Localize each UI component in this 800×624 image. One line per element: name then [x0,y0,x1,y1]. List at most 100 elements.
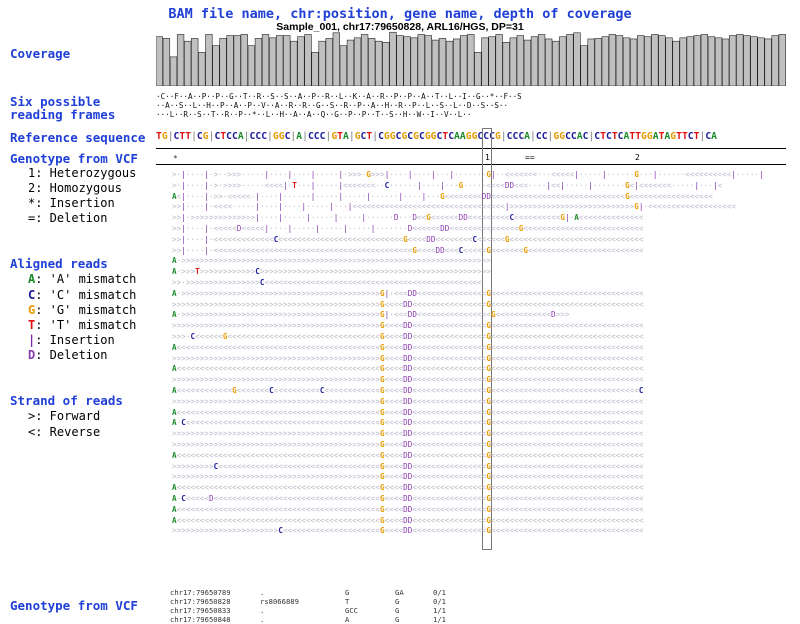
read-mismatch: C [181,418,186,428]
coverage-bar [346,39,355,86]
reference-base: T [635,131,642,142]
read-mismatch: A [574,213,579,223]
coverage-bar [523,39,532,86]
coverage-bar [764,38,772,86]
read-mismatch: D [403,461,408,471]
reference-base: G [389,131,396,142]
read-mismatch: D [407,472,413,482]
reference-base: C [407,131,414,142]
read-mismatch: D [412,288,417,298]
reference-base: G [553,131,560,142]
read-mismatch: D [407,310,413,320]
read-mismatch: D [403,353,408,363]
coverage-bar [743,35,751,86]
reference-base: | [530,131,536,142]
vcf-table: chr17:79650789. G GA 0/1 chr17:79650828 rs806… [170,588,473,624]
read-mismatch: G [486,342,491,352]
genotype-label-top: Genotype from VCF [10,151,138,166]
vcf-cell: G [395,597,400,606]
reference-base: A [623,131,630,142]
coverage-bar [537,34,546,86]
reference-base: | [325,131,332,142]
reference-base: C [506,131,513,142]
read-mismatch: G [440,191,445,201]
coverage-bar [452,38,461,86]
vcf-cell: T [345,597,350,606]
read-mismatch: D [236,223,242,233]
coverage-bar [198,52,206,86]
reference-base: | [348,131,355,142]
genotype-mark-het: 1 [485,153,490,162]
read-mismatch: D [407,493,413,503]
read-mismatch: G [486,407,491,417]
reference-base: C [173,131,180,142]
read-mismatch: D [403,364,408,374]
read-mismatch: G [380,288,385,298]
read-mismatch: D [440,245,445,255]
read-mismatch: C [384,180,390,190]
vcf-row: chr17:79650833. GCC G 1/1 [170,606,473,615]
read-mismatch: G [486,245,491,255]
vcf-row: chr17:79650789. G GA 0/1 [170,588,473,597]
legend-deletion-read: D: Deletion [28,348,108,362]
vcf-cell: . [260,588,265,597]
coverage-bar [156,36,163,86]
reference-base: C [378,131,384,142]
reference-base: C [261,131,268,142]
coverage-bar [566,34,574,86]
read-mismatch: G [486,170,492,179]
vcf-cell: G [395,615,400,624]
read-mismatch: G [490,310,496,320]
read-mismatch: G [486,493,491,503]
read-mismatch: D [403,375,408,385]
coverage-bar [438,38,447,86]
read-mismatch: D [403,396,408,406]
coverage-bar [516,35,524,86]
read-mismatch: G [486,526,491,536]
read-mismatch: D [403,493,408,503]
read-mismatch: G [380,342,385,352]
coverage-bar [700,34,709,86]
reference-base: C [360,131,367,142]
coverage-bar [622,37,631,86]
read-mismatch: G [486,429,491,439]
genotype-mark-insertion: * [173,154,178,163]
read-mismatch: A [172,418,177,428]
coverage-bar [467,34,475,86]
coverage-bar [495,34,503,86]
read-mismatch: D [393,213,399,223]
reference-base: C [448,131,455,142]
reference-base: G [430,131,437,142]
reference-base: T [629,131,636,142]
read-mismatch: G [379,353,385,363]
reference-base: C [565,131,571,142]
read-mismatch: G [560,213,565,223]
coverage-bar [736,34,744,86]
coverage-bar [417,34,425,86]
read-mismatch: G [379,396,385,406]
read-mismatch: D [403,515,408,525]
reference-base: G [272,131,279,142]
read-mismatch: G [380,310,385,320]
genotype-mark-hom: 2 [635,153,640,162]
coverage-bar [396,35,404,86]
coverage-bar [629,38,638,86]
reference-base: C [570,131,577,142]
coverage-bar [714,37,723,86]
read-mismatch: D [430,234,436,244]
vcf-cell: chr17:79650848 [170,615,231,624]
reference-base: G [354,131,361,142]
read-mismatch: C [255,267,260,277]
coverage-bar [679,37,687,86]
vcf-cell: G [395,606,400,615]
reading-frame-3: ···L··R··S··T··R··P··*··L··H··A··A··Q··G… [156,110,472,119]
read-mismatch: D [407,288,413,298]
coverage-bar [637,35,645,86]
reference-base: | [372,131,379,142]
read-mismatch: G [523,245,528,255]
read-row: >>|·>>>>>>>>>>>>>>|····|·····|·····|····… [172,213,644,223]
reference-base: A [343,131,349,142]
coverage-bar [410,37,418,86]
reference-base: T [337,131,343,142]
coverage-bar [212,45,220,86]
